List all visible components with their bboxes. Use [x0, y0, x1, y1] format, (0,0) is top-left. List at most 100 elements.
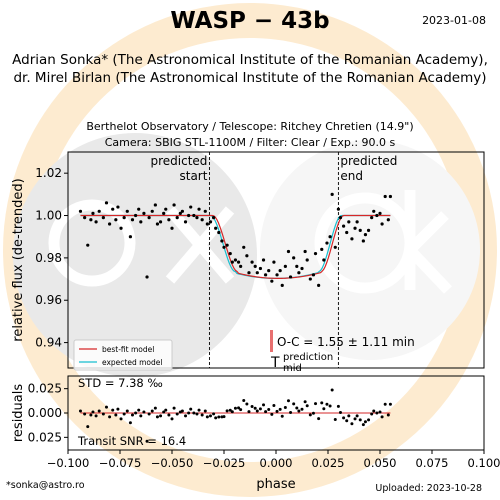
data-point [83, 216, 87, 220]
observation-date: 2023-01-08 [422, 14, 486, 27]
predicted-start-label-2: start [179, 169, 207, 183]
predicted-end-label-1: predicted [340, 154, 397, 168]
residual-point [358, 418, 362, 422]
residual-point [189, 407, 193, 411]
legend-best-fit-label: best-fit model [102, 345, 154, 354]
residual-point [300, 407, 304, 411]
residual-point [164, 408, 168, 412]
residual-point [253, 406, 257, 410]
data-point [325, 241, 329, 245]
data-point [345, 230, 349, 235]
residual-point [139, 414, 143, 418]
residual-point [94, 414, 98, 418]
data-point [280, 283, 284, 288]
data-point [328, 235, 332, 239]
data-point [91, 211, 95, 216]
contact-email: *sonka@astro.ro [6, 480, 85, 491]
residuals-axis-label: residuals [11, 384, 26, 443]
main-axes-frame [67, 151, 485, 369]
data-point [261, 258, 266, 262]
residual-point [262, 403, 266, 407]
residual-point [275, 409, 279, 413]
data-point [108, 222, 112, 226]
residual-point [184, 414, 188, 418]
data-point [189, 205, 193, 209]
residual-point [272, 404, 276, 408]
data-point [317, 283, 321, 288]
x-tick-label: 0.025 [312, 456, 345, 470]
residual-point [338, 410, 342, 414]
residual-point [91, 410, 95, 414]
residual-point [267, 408, 271, 412]
data-point [288, 275, 293, 279]
residual-point [200, 413, 204, 417]
snr-annotation: Transit SNR = 16.4 [77, 434, 186, 448]
residual-point [286, 399, 290, 403]
residual-point [372, 409, 376, 413]
tmid-label: T [270, 355, 280, 371]
residual-point [233, 406, 237, 410]
residual-point [325, 402, 329, 406]
x-tick-label: −0.025 [203, 456, 246, 470]
y-tick-label: 0.94 [35, 336, 62, 350]
x-tick-label: −0.050 [151, 456, 194, 470]
residual-point [86, 425, 90, 429]
authors-text: Adrian Sonka* (The Astronomical Institut… [12, 52, 488, 86]
y-tick-label: 1.02 [35, 166, 62, 180]
residual-point [137, 408, 141, 412]
data-point [172, 203, 176, 207]
residual-point [305, 404, 309, 408]
data-point [330, 192, 334, 196]
data-point [380, 222, 384, 226]
data-point [130, 218, 135, 222]
residual-point [380, 415, 384, 419]
residual-point [119, 417, 123, 421]
residual-point [167, 413, 171, 417]
data-point [338, 216, 343, 220]
data-point [225, 243, 229, 247]
data-point [283, 264, 287, 268]
residual-point [314, 402, 318, 406]
residual-point [328, 404, 332, 408]
data-point [145, 275, 149, 279]
residual-point [108, 415, 112, 419]
data-point [97, 209, 101, 213]
data-point [363, 232, 368, 237]
residual-point [333, 418, 337, 422]
residual-point [145, 439, 149, 443]
residual-point [205, 415, 209, 419]
residual-point [237, 406, 241, 410]
residual-point [336, 404, 340, 408]
data-point [147, 216, 151, 220]
x-tick-label: 0.000 [260, 456, 293, 470]
residual-point [386, 413, 390, 417]
residual-point [289, 411, 293, 415]
data-point [164, 207, 168, 211]
data-point [258, 266, 262, 271]
residual-point [242, 398, 246, 402]
residual-point [245, 402, 249, 406]
residual-point [150, 409, 154, 413]
data-point [358, 228, 362, 232]
data-point [230, 260, 234, 264]
data-point [336, 207, 340, 211]
residual-point [159, 414, 163, 418]
oc-annotation: O-C = 1.55 ± 1.11 min [277, 335, 415, 349]
data-point [342, 224, 346, 228]
residual-point [330, 388, 334, 392]
residual-point [203, 409, 207, 413]
data-point [101, 216, 105, 220]
residual-point [125, 409, 129, 413]
residual-point [217, 415, 221, 419]
data-point [128, 235, 132, 239]
data-point [187, 213, 191, 218]
data-point [180, 209, 184, 213]
data-point [220, 239, 224, 243]
data-point [247, 271, 251, 275]
data-point [104, 201, 109, 205]
data-point [153, 203, 157, 207]
tmid-subscript: mid [283, 363, 302, 374]
residual-point [130, 413, 134, 417]
data-point [305, 258, 309, 262]
residual-point [83, 412, 87, 416]
